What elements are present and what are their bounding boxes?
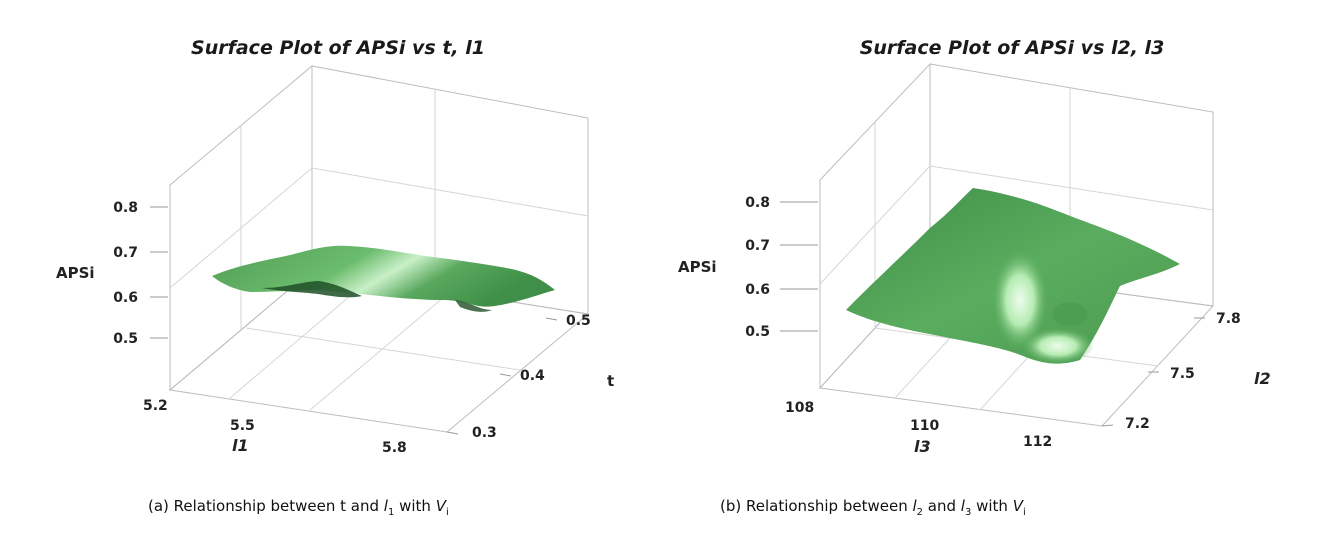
floor <box>168 269 590 433</box>
z-axis-label: APSi <box>678 258 717 276</box>
x-axis: 108 110 112 l3 <box>785 400 1052 456</box>
x-tick-label: 5.8 <box>382 440 407 456</box>
chart-title: Surface Plot of APSi vs t, l1 <box>191 37 485 59</box>
x-tick-label: 110 <box>910 418 939 434</box>
surface-plot-a: Surface Plot of APSi vs t, l1 0. <box>0 0 660 470</box>
y-axis: 0.3 0.4 0.5 t <box>446 313 614 441</box>
caption-a-var2: V <box>435 497 446 515</box>
x-tick-label: 108 <box>785 400 814 416</box>
z-tick-label: 0.7 <box>745 238 770 254</box>
surface-underside <box>262 281 362 298</box>
grid-line <box>229 278 371 399</box>
caption-b-mid: and <box>923 497 961 515</box>
surface-plot-b: Surface Plot of APSi vs l2, l3 0.8 0.7 0… <box>660 0 1319 470</box>
surface-highlight <box>1022 328 1094 364</box>
surface-top <box>212 245 555 307</box>
grid-line <box>309 291 451 411</box>
y-tick-label: 0.4 <box>520 368 545 384</box>
caption-b-var3: V <box>1012 497 1023 515</box>
x-axis: 5.2 5.5 5.8 l1 <box>143 398 407 456</box>
z-tick-label: 0.5 <box>745 324 770 340</box>
surface-shade <box>1052 302 1088 326</box>
surface-underside <box>455 300 492 312</box>
axis-box <box>168 64 590 433</box>
caption-a-var1: l <box>383 497 388 515</box>
caption-b-prefix: (b) Relationship between <box>720 497 913 515</box>
z-axis: 0.8 0.7 0.6 0.5 APSi <box>678 195 818 340</box>
grid-line <box>929 165 1214 211</box>
x-tick-label: 5.2 <box>143 398 168 414</box>
x-tick-label: 112 <box>1023 434 1052 450</box>
surface <box>212 245 555 312</box>
z-tick-label: 0.6 <box>745 282 770 298</box>
y-tick-label: 0.5 <box>566 313 591 329</box>
y-tick-label: 0.3 <box>472 425 497 441</box>
y-axis: 7.2 7.5 7.8 l2 <box>1101 311 1271 432</box>
y-tick <box>1101 424 1114 427</box>
z-tick-label: 0.6 <box>113 290 138 306</box>
caption-b-var2: l <box>960 497 965 515</box>
caption-a: (a) Relationship between t and l1 with V… <box>148 497 449 518</box>
z-axis: 0.8 0.7 0.6 0.5 APSi <box>56 200 168 347</box>
x-axis-label: l1 <box>232 436 249 455</box>
surface-highlight <box>992 250 1048 350</box>
caption-a-prefix: (a) Relationship between t and <box>148 497 384 515</box>
surface-plot-b-svg: Surface Plot of APSi vs l2, l3 0.8 0.7 0… <box>678 37 1271 456</box>
y-tick <box>499 373 512 377</box>
chart-title: Surface Plot of APSi vs l2, l3 <box>860 37 1165 59</box>
surface-plot-a-svg: Surface Plot of APSi vs t, l1 0. <box>56 37 614 456</box>
caption-b: (b) Relationship between l2 and l3 with … <box>720 497 1026 518</box>
caption-b-sub1: 2 <box>916 507 924 518</box>
grid-line <box>245 327 527 372</box>
caption-b-var1: l <box>912 497 917 515</box>
z-tick-label: 0.7 <box>113 245 138 261</box>
y-tick-label: 7.8 <box>1216 311 1241 327</box>
y-axis-label: l2 <box>1254 369 1271 388</box>
caption-b-sub3: i <box>1022 507 1026 518</box>
y-tick <box>545 317 558 321</box>
z-tick-label: 0.8 <box>745 195 770 211</box>
caption-b-sub2: 3 <box>964 507 972 518</box>
grid-line <box>311 167 589 217</box>
z-tick-label: 0.8 <box>113 200 138 216</box>
y-tick-label: 7.5 <box>1170 366 1195 382</box>
y-axis-label: t <box>607 372 614 390</box>
caption-a-sub2: i <box>445 507 449 518</box>
z-axis-label: APSi <box>56 264 95 282</box>
y-tick-label: 7.2 <box>1125 416 1150 432</box>
surface <box>846 188 1180 364</box>
caption-b-mid2: with <box>971 497 1013 515</box>
x-axis-label: l3 <box>914 437 931 456</box>
x-tick-label: 5.5 <box>230 418 255 434</box>
z-tick-label: 0.5 <box>113 331 138 347</box>
y-tick <box>446 431 459 435</box>
caption-a-sub1: 1 <box>387 507 395 518</box>
caption-a-mid: with <box>394 497 436 515</box>
